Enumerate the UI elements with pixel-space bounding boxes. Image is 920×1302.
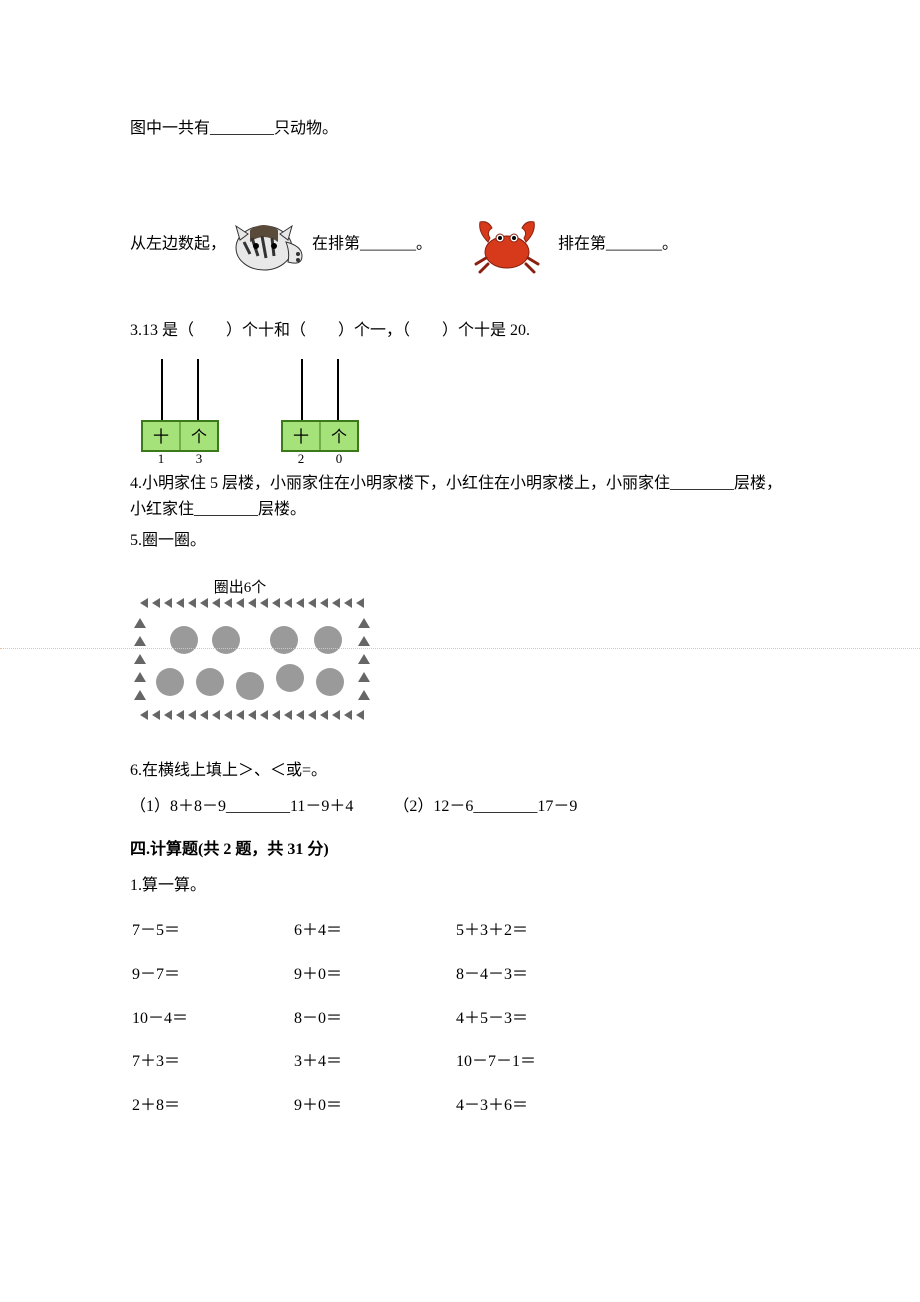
calc-cell: 2＋8＝ — [132, 1085, 292, 1127]
calc-cell: 9＋0＝ — [294, 954, 454, 996]
q6-text: （1）8＋8－9________11－9＋4 （2）12－6________17… — [130, 798, 577, 815]
table-row: 2＋8＝ 9＋0＝ 4－3＋6＝ — [132, 1085, 616, 1127]
q5-title-text: 5.圈一圈。 — [130, 532, 206, 549]
page-divider — [0, 648, 920, 649]
from-left-suffix: 排在第_______。 — [558, 235, 678, 252]
q-animals-total-text: 图中一共有________只动物。 — [130, 120, 338, 137]
calc-cell: 5＋3＋2＝ — [456, 910, 616, 952]
q-from-left: 从左边数起， 在排第_______。 排在第_______。 — [130, 212, 790, 278]
calc-cell: 4－3＋6＝ — [456, 1085, 616, 1127]
abacus-row: 十 个 1 3 十 个 2 0 — [130, 355, 790, 465]
q4: 4.小明家住 5 层楼，小丽家住在小明家楼下，小红住在小明家楼上，小丽家住___… — [130, 471, 790, 522]
from-left-prefix: 从左边数起， — [130, 235, 226, 252]
svg-text:3: 3 — [196, 451, 203, 465]
calc-cell: 7－5＝ — [132, 910, 292, 952]
calc-cell: 4＋5－3＝ — [456, 998, 616, 1040]
table-row: 7－5＝ 6＋4＝ 5＋3＋2＝ — [132, 910, 616, 952]
calc-cell: 8－0＝ — [294, 998, 454, 1040]
crab-icon — [470, 214, 544, 276]
svg-text:1: 1 — [158, 451, 165, 465]
svg-text:十: 十 — [293, 428, 309, 446]
q5-title: 5.圈一圈。 — [130, 528, 790, 554]
zebra-icon — [230, 212, 308, 278]
calc-cell: 10－7－1＝ — [456, 1041, 616, 1083]
svg-text:十: 十 — [153, 428, 169, 446]
abacus-right: 十 个 2 0 — [270, 355, 370, 465]
calc-cell: 9＋0＝ — [294, 1085, 454, 1127]
q3-text: 3.13 是（ ）个十和（ ）个一，（ ）个十是 20. — [130, 322, 530, 339]
svg-text:个: 个 — [191, 428, 207, 446]
calc-cell: 9－7＝ — [132, 954, 292, 996]
calc-cell: 8－4－3＝ — [456, 954, 616, 996]
abacus-left: 十 个 1 3 — [130, 355, 230, 465]
q3: 3.13 是（ ）个十和（ ）个一，（ ）个十是 20. — [130, 318, 790, 344]
section4-title-text: 四.计算题(共 2 题，共 31 分) — [130, 841, 329, 858]
q6-title: 6.在横线上填上＞、＜或=。 — [130, 758, 790, 784]
svg-text:个: 个 — [331, 428, 347, 446]
q6-title-text: 6.在横线上填上＞、＜或=。 — [130, 762, 327, 779]
calc-title-text: 1.算一算。 — [130, 877, 206, 894]
calc-cell: 7＋3＝ — [132, 1041, 292, 1083]
q6-line: （1）8＋8－9________11－9＋4 （2）12－6________17… — [130, 794, 790, 820]
svg-text:2: 2 — [298, 451, 305, 465]
table-row: 10－4＝ 8－0＝ 4＋5－3＝ — [132, 998, 616, 1040]
calc-cell: 10－4＝ — [132, 998, 292, 1040]
q-animals-total: 图中一共有________只动物。 — [130, 116, 790, 142]
calc-title: 1.算一算。 — [130, 873, 790, 899]
section4-title: 四.计算题(共 2 题，共 31 分) — [130, 837, 790, 863]
calc-table: 7－5＝ 6＋4＝ 5＋3＋2＝ 9－7＝ 9＋0＝ 8－4－3＝ 10－4＝ … — [130, 908, 618, 1128]
table-row: 9－7＝ 9＋0＝ 8－4－3＝ — [132, 954, 616, 996]
calc-cell: 3＋4＝ — [294, 1041, 454, 1083]
table-row: 7＋3＝ 3＋4＝ 10－7－1＝ — [132, 1041, 616, 1083]
calc-cell: 6＋4＝ — [294, 910, 454, 952]
svg-text:圈出6个: 圈出6个 — [214, 579, 267, 596]
q4-text: 4.小明家住 5 层楼，小丽家住在小明家楼下，小红住在小明家楼上，小丽家住___… — [130, 475, 782, 518]
q5-diagram: 圈出6个 — [130, 578, 790, 728]
svg-text:0: 0 — [336, 451, 343, 465]
from-left-mid: 在排第_______。 — [312, 235, 432, 252]
